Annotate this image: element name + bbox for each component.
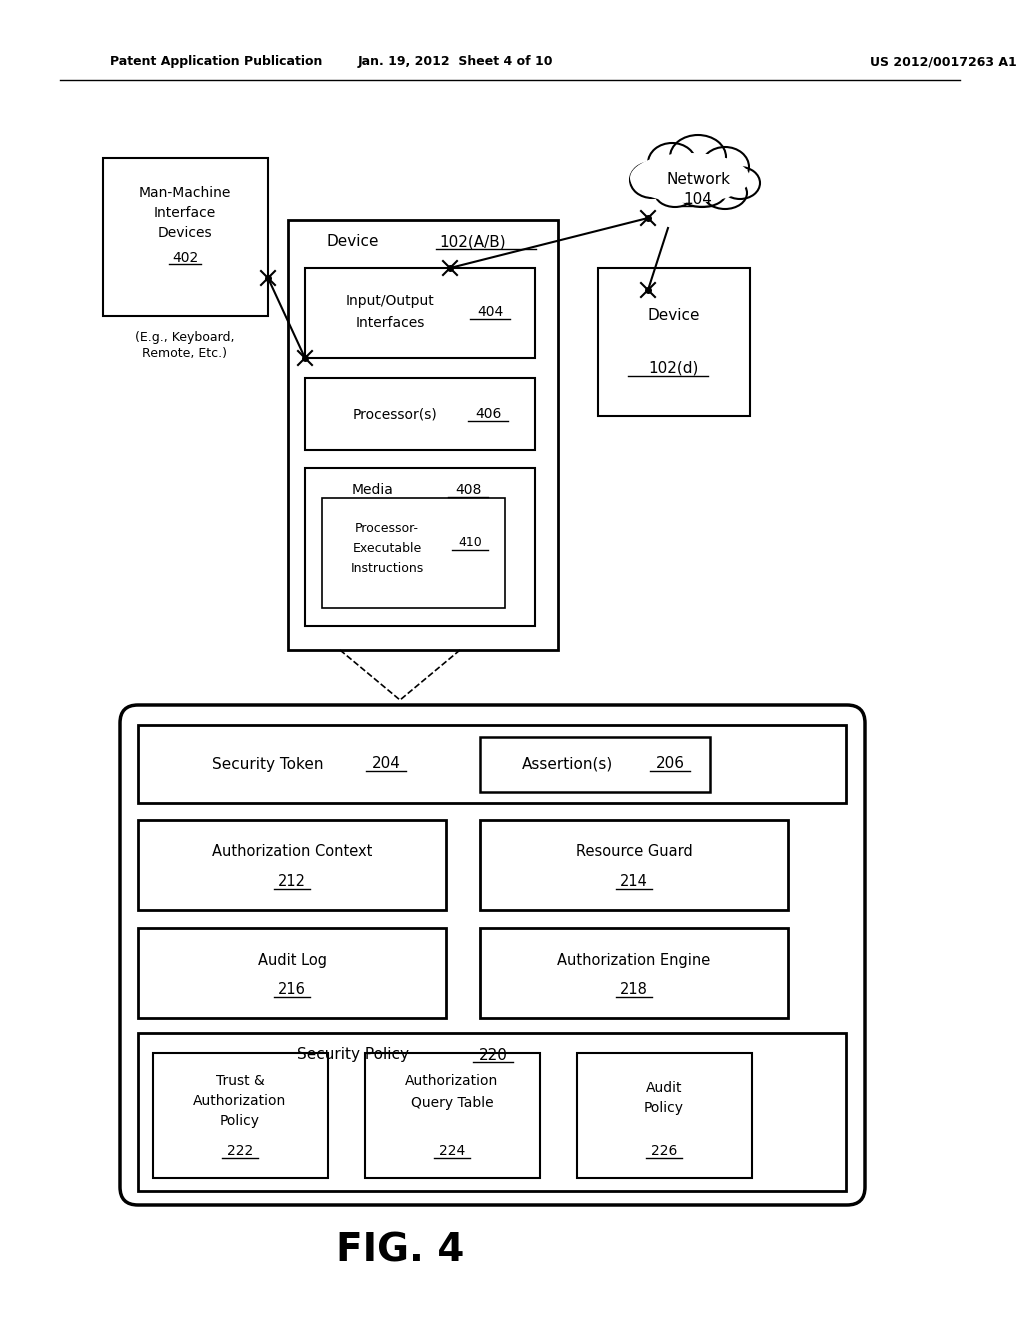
Text: 224: 224 [439, 1144, 465, 1158]
Ellipse shape [720, 168, 760, 199]
Text: 404: 404 [477, 305, 503, 319]
Text: Audit Log: Audit Log [257, 953, 327, 968]
Bar [322, 498, 505, 609]
Text: 222: 222 [227, 1144, 253, 1158]
Text: Input/Output: Input/Output [346, 294, 434, 308]
Text: Authorization Engine: Authorization Engine [557, 953, 711, 968]
Text: Patent Application Publication: Patent Application Publication [110, 55, 323, 69]
Text: Jan. 19, 2012  Sheet 4 of 10: Jan. 19, 2012 Sheet 4 of 10 [357, 55, 553, 69]
Text: Interface: Interface [154, 206, 216, 220]
Text: 204: 204 [372, 756, 400, 771]
Bar [138, 820, 446, 909]
Bar [598, 268, 750, 416]
Text: 218: 218 [621, 982, 648, 998]
Text: 216: 216 [279, 982, 306, 998]
Text: Security Token: Security Token [212, 756, 324, 771]
FancyBboxPatch shape [120, 705, 865, 1205]
Text: 226: 226 [651, 1144, 677, 1158]
Text: Assertion(s): Assertion(s) [522, 756, 613, 771]
Text: 104: 104 [684, 193, 713, 207]
Bar [288, 220, 558, 649]
Text: Audit: Audit [646, 1081, 682, 1096]
Bar [138, 725, 846, 803]
Text: Network: Network [666, 173, 730, 187]
Text: 402: 402 [172, 251, 198, 265]
Text: Security Policy: Security Policy [297, 1048, 409, 1063]
Ellipse shape [678, 180, 726, 207]
Text: Media: Media [352, 483, 394, 498]
Text: 214: 214 [621, 874, 648, 890]
Text: Devices: Devices [158, 226, 212, 240]
Text: (E.g., Keyboard,: (E.g., Keyboard, [135, 331, 234, 345]
Text: Device: Device [648, 309, 700, 323]
Text: Device: Device [327, 235, 379, 249]
Text: 206: 206 [655, 756, 684, 771]
Ellipse shape [670, 135, 726, 180]
Ellipse shape [630, 162, 674, 198]
Text: Trust &: Trust & [216, 1074, 264, 1088]
Text: 102(d): 102(d) [649, 360, 699, 375]
Text: 220: 220 [478, 1048, 508, 1063]
Text: 212: 212 [278, 874, 306, 890]
Bar [138, 1034, 846, 1191]
Ellipse shape [655, 180, 695, 207]
Bar [305, 469, 535, 626]
Text: Processor(s): Processor(s) [352, 407, 437, 421]
Text: Interfaces: Interfaces [355, 315, 425, 330]
Ellipse shape [630, 153, 750, 203]
Text: FIG. 4: FIG. 4 [336, 1232, 464, 1269]
Bar [103, 158, 268, 315]
Text: Authorization: Authorization [406, 1074, 499, 1088]
Text: Executable: Executable [352, 541, 422, 554]
Bar [305, 268, 535, 358]
Bar [138, 928, 446, 1018]
Bar [365, 1053, 540, 1177]
Bar [153, 1053, 328, 1177]
Text: Processor-: Processor- [355, 521, 419, 535]
Text: Policy: Policy [220, 1114, 260, 1129]
Text: Policy: Policy [644, 1101, 684, 1115]
Text: Remote, Etc.): Remote, Etc.) [142, 347, 227, 360]
Text: Resource Guard: Resource Guard [575, 845, 692, 859]
Bar [305, 378, 535, 450]
Text: Authorization Context: Authorization Context [212, 845, 372, 859]
Bar [480, 928, 788, 1018]
Text: Query Table: Query Table [411, 1096, 494, 1110]
Bar [480, 820, 788, 909]
Text: US 2012/0017263 A1: US 2012/0017263 A1 [870, 55, 1017, 69]
Bar [480, 737, 710, 792]
Bar [577, 1053, 752, 1177]
Ellipse shape [701, 147, 749, 187]
Ellipse shape [648, 143, 696, 183]
Text: Authorization: Authorization [194, 1094, 287, 1107]
Text: 408: 408 [455, 483, 481, 498]
Text: 102(A/B): 102(A/B) [439, 235, 506, 249]
Text: Instructions: Instructions [350, 561, 424, 574]
Text: 406: 406 [475, 407, 501, 421]
Text: 410: 410 [458, 536, 482, 549]
Text: Man-Machine: Man-Machine [139, 186, 231, 201]
Ellipse shape [703, 177, 746, 209]
